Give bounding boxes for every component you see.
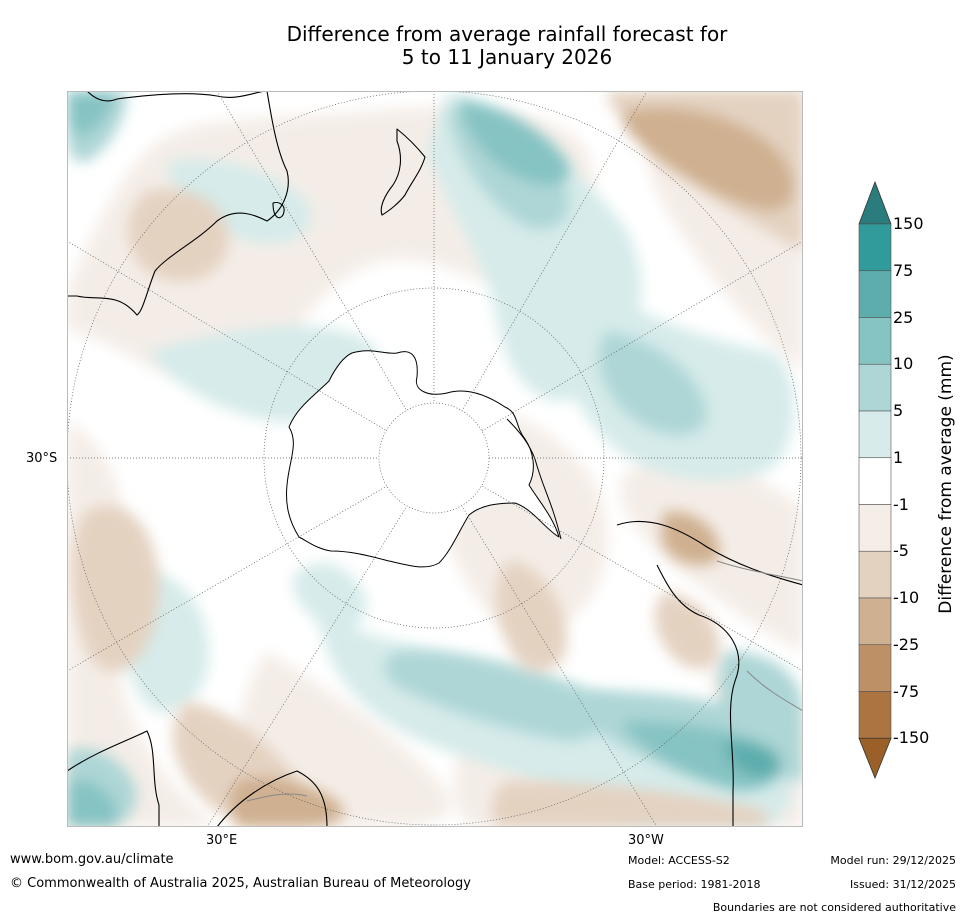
anomaly-drier-moderate-7 (491, 781, 767, 827)
colorbar-segment (858, 457, 892, 505)
rainfall-anomaly-map (67, 91, 803, 827)
southern-africa-coastline (67, 730, 160, 827)
anomaly-drier-strong-1 (621, 107, 794, 211)
anomaly-cores (67, 91, 803, 827)
graticule (67, 91, 803, 827)
border-africa-1 (246, 793, 308, 802)
colorbar-tick-label: 150 (893, 214, 924, 233)
australia-coastline (67, 91, 289, 316)
meridian-120e (67, 240, 388, 432)
colorbar-segment (858, 691, 892, 739)
colorbar-segment (858, 317, 892, 365)
footer-issued: Issued: 31/12/2025 (849, 878, 956, 891)
title-line-2: 5 to 11 January 2026 (401, 45, 613, 69)
colorbar-segment (858, 270, 892, 318)
colorbar-tick-label: 1 (893, 447, 904, 467)
tasmania-coastline (272, 201, 285, 219)
antarctica-landmass (286, 350, 560, 568)
axis-label-30w: 30°W (628, 833, 664, 848)
meridian-30e (206, 505, 408, 827)
footer-model: Model: ACCESS-S2 (628, 854, 730, 867)
colorbar-tick-label: 10 (893, 354, 914, 374)
map-frame (67, 91, 803, 827)
coastlines (67, 91, 803, 827)
anomaly-drier-strong-3 (661, 511, 720, 565)
anomaly-wetter-moderate-2 (598, 331, 707, 435)
colorbar-segment (858, 504, 892, 552)
colorbar-tick-label: 75 (893, 260, 914, 280)
colorbar-title: Difference from average (mm) (936, 354, 956, 614)
colorbar-tick-label: -10 (893, 588, 920, 607)
colorbar (858, 180, 892, 780)
anomaly-wetter-strong-2 (624, 721, 780, 791)
meridian-120w (481, 240, 803, 432)
anomaly-drier-moderate-1 (128, 189, 229, 282)
africa-south-coastline (216, 770, 328, 827)
anomaly-drier-moderate-6 (655, 591, 720, 670)
south-america-coastline (616, 520, 803, 586)
colorbar-tick-label: -25 (893, 634, 920, 654)
title-line-1: Difference from average rainfall forecas… (286, 22, 728, 46)
colorbar-segment (858, 363, 892, 412)
colorbar-extend-bottom (858, 737, 892, 780)
footer-model-run: Model run: 29/12/2025 (830, 854, 956, 867)
anomaly-wetter-moderate-3 (384, 651, 609, 741)
colorbar-segment (858, 597, 892, 646)
colorbar-tick-label: 25 (893, 307, 914, 327)
anomaly-wetter-very-strong-1 (725, 741, 782, 778)
footer-url[interactable]: www.bom.gov.au/climate (10, 852, 174, 867)
meridian-30w (461, 505, 658, 827)
country-borders (246, 560, 803, 802)
south-america-east-coastline (656, 564, 740, 827)
footer-disclaimer: Boundaries are not considered authoritat… (712, 901, 956, 914)
new-zealand-coastline (380, 128, 426, 216)
colorbar-segment (858, 550, 892, 599)
colorbar-segment (858, 410, 892, 459)
border-south-america-1 (716, 560, 803, 582)
meridian-150e (216, 91, 408, 412)
colorbar-tick-label: -1 (893, 494, 909, 514)
colorbar-tick-label: -150 (893, 728, 930, 748)
anomaly-wetter-light-7 (293, 562, 367, 632)
anomaly-wetter-moderate-7 (719, 651, 803, 781)
anomaly-wetter-strong-1 (457, 101, 570, 185)
anomaly-drier-moderate-2 (72, 505, 159, 672)
anomaly-wetter-light-6 (167, 158, 313, 244)
footer-copyright: © Commonwealth of Australia 2025, Austra… (10, 876, 471, 891)
border-south-america-2 (746, 670, 803, 712)
colorbar-segment (858, 223, 892, 272)
antarctic-peninsula (506, 418, 562, 540)
colorbar-tick-label: -75 (893, 681, 920, 701)
axis-label-30e: 30°E (206, 833, 238, 848)
colorbar-segment (858, 644, 892, 692)
colorbar-tick-label: 5 (893, 401, 904, 420)
anomaly-wetter-strong-3 (67, 91, 117, 136)
footer-base-period: Base period: 1981-2018 (628, 878, 761, 891)
axis-label-30s: 30°S (26, 451, 58, 466)
anomaly-wetter-strong-4 (67, 780, 117, 827)
colorbar-tick-label: -5 (893, 541, 909, 561)
anomaly-drier-moderate-4 (496, 561, 567, 672)
colorbar-extend-top (858, 180, 892, 225)
